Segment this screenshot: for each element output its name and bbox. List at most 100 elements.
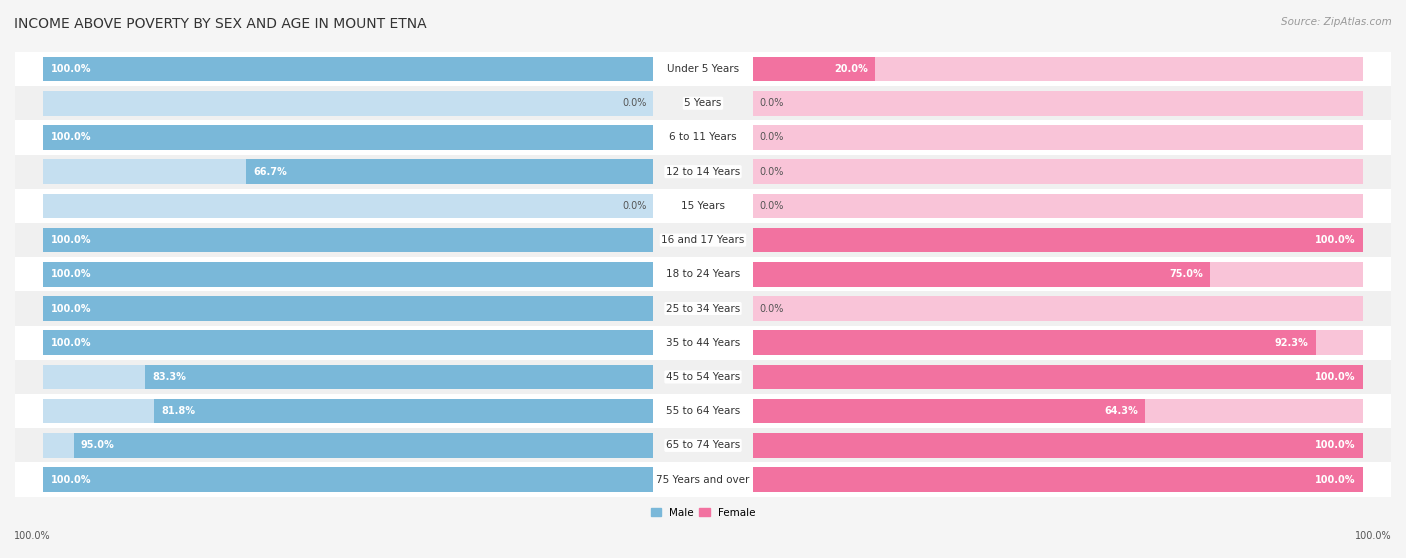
Bar [752, 262, 1211, 287]
Bar [752, 228, 1362, 252]
Text: 100.0%: 100.0% [51, 64, 91, 74]
Bar [44, 57, 654, 81]
Text: Source: ZipAtlas.com: Source: ZipAtlas.com [1281, 17, 1392, 27]
Text: 15 Years: 15 Years [681, 201, 725, 211]
Bar [752, 57, 875, 81]
Text: 0.0%: 0.0% [621, 201, 647, 211]
Text: 92.3%: 92.3% [1275, 338, 1309, 348]
Bar [44, 296, 654, 321]
Bar [44, 364, 654, 389]
Bar [0, 394, 1406, 428]
Bar [44, 330, 654, 355]
Text: 35 to 44 Years: 35 to 44 Years [666, 338, 740, 348]
Bar [752, 194, 1362, 218]
Text: 75.0%: 75.0% [1170, 270, 1204, 280]
Bar [752, 330, 1362, 355]
Bar [752, 399, 1144, 424]
Text: 18 to 24 Years: 18 to 24 Years [666, 270, 740, 280]
Bar [0, 189, 1406, 223]
Bar [44, 57, 654, 81]
Bar [752, 160, 1362, 184]
Text: 25 to 34 Years: 25 to 34 Years [666, 304, 740, 314]
Bar [752, 262, 1362, 287]
Text: 95.0%: 95.0% [82, 440, 115, 450]
Bar [246, 160, 654, 184]
Text: 100.0%: 100.0% [51, 270, 91, 280]
Bar [75, 433, 654, 458]
Text: 65 to 74 Years: 65 to 74 Years [666, 440, 740, 450]
Bar [0, 360, 1406, 394]
Bar [155, 399, 654, 424]
Text: 75 Years and over: 75 Years and over [657, 475, 749, 484]
Bar [752, 296, 1362, 321]
Bar [752, 433, 1362, 458]
Bar [752, 228, 1362, 252]
Bar [752, 433, 1362, 458]
Bar [44, 228, 654, 252]
Bar [752, 330, 1316, 355]
Text: 100.0%: 100.0% [1315, 440, 1355, 450]
Bar [752, 57, 1362, 81]
Bar [44, 125, 654, 150]
Text: 81.8%: 81.8% [162, 406, 195, 416]
Text: 100.0%: 100.0% [51, 235, 91, 245]
Bar [44, 467, 654, 492]
Bar [44, 262, 654, 287]
Text: 16 and 17 Years: 16 and 17 Years [661, 235, 745, 245]
Text: 12 to 14 Years: 12 to 14 Years [666, 167, 740, 177]
Bar [752, 364, 1362, 389]
Bar [752, 399, 1362, 424]
Text: 100.0%: 100.0% [14, 531, 51, 541]
Bar [0, 428, 1406, 463]
Text: INCOME ABOVE POVERTY BY SEX AND AGE IN MOUNT ETNA: INCOME ABOVE POVERTY BY SEX AND AGE IN M… [14, 17, 426, 31]
Text: 100.0%: 100.0% [1315, 372, 1355, 382]
Text: 0.0%: 0.0% [759, 304, 785, 314]
Bar [0, 121, 1406, 155]
Bar [44, 91, 654, 116]
Bar [0, 223, 1406, 257]
Bar [44, 330, 654, 355]
Bar [752, 364, 1362, 389]
Text: 100.0%: 100.0% [51, 475, 91, 484]
Text: 100.0%: 100.0% [51, 304, 91, 314]
Legend: Male, Female: Male, Female [647, 504, 759, 522]
Text: 100.0%: 100.0% [1315, 475, 1355, 484]
Text: 100.0%: 100.0% [51, 132, 91, 142]
Text: 0.0%: 0.0% [759, 167, 785, 177]
Bar [0, 257, 1406, 291]
Bar [752, 125, 1362, 150]
Bar [44, 228, 654, 252]
Bar [145, 364, 654, 389]
Text: Under 5 Years: Under 5 Years [666, 64, 740, 74]
Text: 0.0%: 0.0% [759, 201, 785, 211]
Text: 6 to 11 Years: 6 to 11 Years [669, 132, 737, 142]
Bar [0, 52, 1406, 86]
Bar [44, 125, 654, 150]
Text: 45 to 54 Years: 45 to 54 Years [666, 372, 740, 382]
Text: 83.3%: 83.3% [152, 372, 186, 382]
Text: 20.0%: 20.0% [834, 64, 868, 74]
Text: 0.0%: 0.0% [759, 132, 785, 142]
Text: 100.0%: 100.0% [1355, 531, 1392, 541]
Bar [44, 296, 654, 321]
Bar [0, 463, 1406, 497]
Text: 66.7%: 66.7% [253, 167, 287, 177]
Bar [0, 291, 1406, 326]
Bar [0, 155, 1406, 189]
Bar [752, 467, 1362, 492]
Text: 5 Years: 5 Years [685, 98, 721, 108]
Text: 100.0%: 100.0% [1315, 235, 1355, 245]
Text: 64.3%: 64.3% [1104, 406, 1137, 416]
Text: 100.0%: 100.0% [51, 338, 91, 348]
Text: 55 to 64 Years: 55 to 64 Years [666, 406, 740, 416]
Bar [0, 326, 1406, 360]
Bar [44, 399, 654, 424]
Bar [44, 467, 654, 492]
Bar [44, 194, 654, 218]
Bar [44, 433, 654, 458]
Bar [752, 91, 1362, 116]
Text: 0.0%: 0.0% [621, 98, 647, 108]
Bar [752, 467, 1362, 492]
Bar [44, 262, 654, 287]
Bar [0, 86, 1406, 121]
